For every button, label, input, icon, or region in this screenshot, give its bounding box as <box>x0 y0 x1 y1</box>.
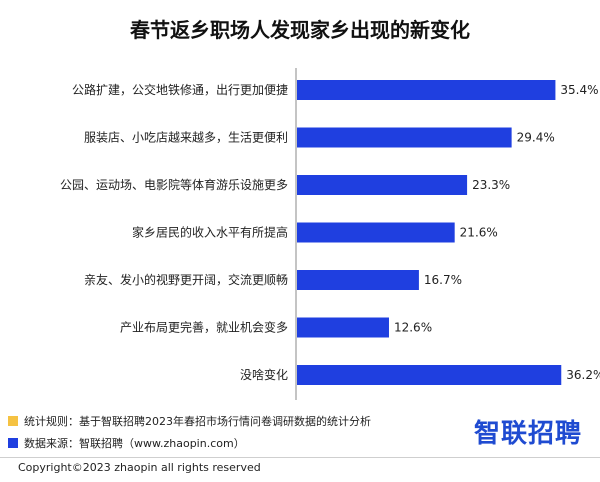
value-label: 29.4% <box>517 131 555 145</box>
category-label: 没啥变化 <box>240 367 288 382</box>
value-label: 35.4% <box>560 83 598 97</box>
notes: 统计规则：基于智联招聘2023年春招市场行情问卷调研数据的统计分析 数据来源：智… <box>8 410 371 454</box>
category-label: 公路扩建，公交地铁修通，出行更加便捷 <box>72 82 288 97</box>
value-label: 16.7% <box>424 273 462 287</box>
bar <box>297 317 389 338</box>
divider <box>0 457 600 458</box>
category-label: 公园、运动场、电影院等体育游乐设施更多 <box>60 177 288 192</box>
bar <box>297 365 562 385</box>
value-label: 12.6% <box>394 321 432 335</box>
note-source-text: 数据来源：智联招聘（www.zhaopin.com） <box>24 437 245 450</box>
yellow-square-icon <box>8 416 18 426</box>
value-label: 21.6% <box>460 226 498 240</box>
chart-title: 春节返乡职场人发现家乡出现的新变化 <box>130 18 470 42</box>
bar <box>297 127 512 148</box>
note-rule-text: 统计规则：基于智联招聘2023年春招市场行情问卷调研数据的统计分析 <box>24 415 371 428</box>
bar <box>297 80 556 100</box>
category-label: 服装店、小吃店越来越多，生活更便利 <box>84 131 288 145</box>
bar-chart: 公路扩建，公交地铁修通，出行更加便捷 35.4% 服装店、小吃店越来越多，生活更便利… <box>60 68 600 400</box>
bar <box>297 270 419 290</box>
category-label: 产业布局更完善，就业机会变多 <box>120 320 288 335</box>
category-label: 亲友、发小的视野更开阔，交流更顺畅 <box>84 272 288 287</box>
blue-square-icon <box>8 438 18 448</box>
note-rule: 统计规则：基于智联招聘2023年春招市场行情问卷调研数据的统计分析 <box>8 410 371 432</box>
brand-logo: 智联招聘 <box>473 419 582 449</box>
bar <box>297 175 468 195</box>
bar <box>297 222 455 243</box>
note-source: 数据来源：智联招聘（www.zhaopin.com） <box>8 432 371 454</box>
value-label: 23.3% <box>472 178 510 192</box>
category-label: 家乡居民的收入水平有所提高 <box>132 225 288 240</box>
copyright: Copyright©2023 zhaopin all rights reserv… <box>18 461 261 474</box>
value-label: 36.2% <box>566 368 600 382</box>
